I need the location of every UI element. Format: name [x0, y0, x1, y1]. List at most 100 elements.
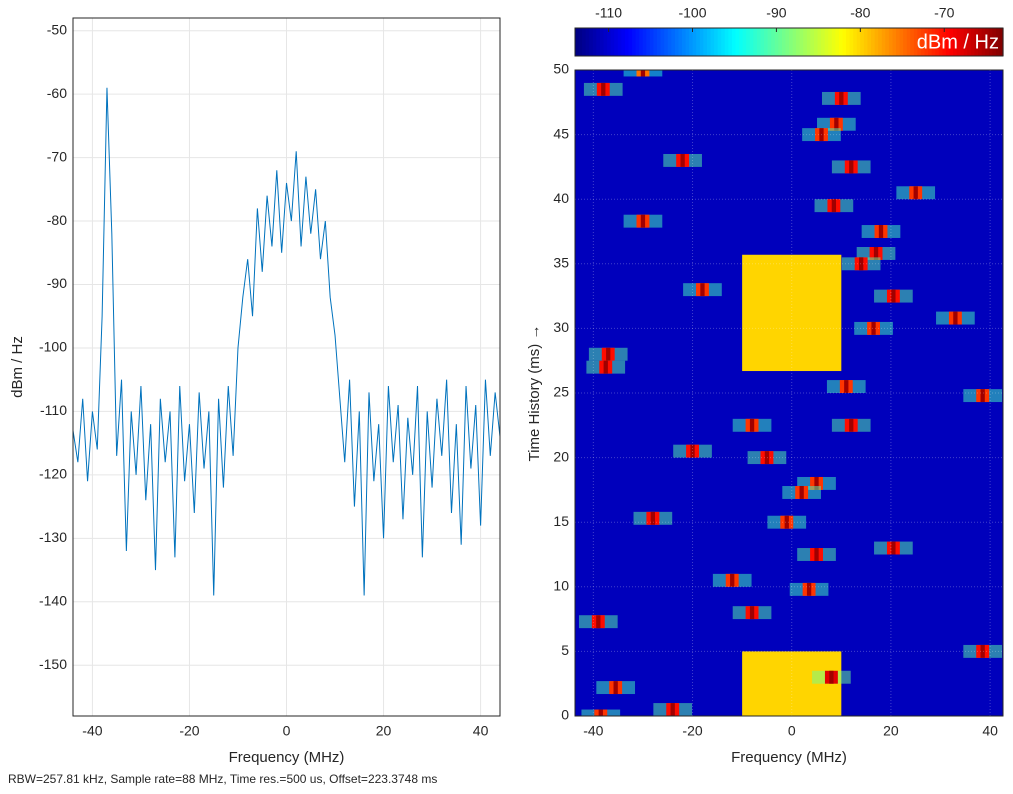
colorbar-cell [617, 28, 622, 56]
colorbar-cell [699, 28, 704, 56]
y-axis-label: dBm / Hz [9, 336, 26, 398]
colorbar-cell [678, 28, 683, 56]
y-tick-label: 20 [553, 448, 569, 464]
colorbar-cell [657, 28, 662, 56]
y-tick-label: 25 [553, 384, 569, 400]
colorbar-cell [785, 28, 790, 56]
axes-box [72, 17, 501, 717]
burst-core [613, 681, 618, 695]
colorbar-cell [771, 28, 776, 56]
burst-core [980, 389, 985, 403]
colorbar-cell [760, 28, 765, 56]
x-tick-label: 0 [788, 723, 796, 739]
y-tick-label: -140 [39, 592, 67, 608]
colorbar-cell [614, 28, 619, 56]
colorbar-box [574, 27, 1004, 57]
heatmap [578, 70, 1003, 716]
colorbar-cell [667, 28, 672, 56]
colorbar-cell [649, 28, 655, 56]
burst-core [764, 451, 770, 465]
x-tick-label: 20 [883, 723, 899, 739]
y-tick-label: -100 [39, 339, 67, 355]
colorbar-cell [803, 28, 808, 56]
burst-core [834, 117, 839, 131]
burst-core [829, 670, 834, 684]
colorbar-cell [928, 28, 933, 56]
burst-core [650, 511, 656, 525]
colorbar-cell [671, 28, 676, 56]
colorbar-cell [963, 28, 968, 56]
colorbar-cell [578, 28, 583, 56]
colorbar-cell [992, 28, 997, 56]
burst-core [980, 644, 985, 658]
colorbar-cell [831, 28, 836, 56]
signal-block [742, 254, 842, 372]
burst-core [913, 186, 918, 200]
colorbar-cell [575, 28, 580, 56]
burst-core [878, 225, 884, 238]
burst-core [849, 418, 854, 432]
colorbar-label: dBm / Hz [917, 31, 999, 53]
colorbar-cell [764, 28, 769, 56]
colorbar-tick-label: -70 [934, 5, 954, 21]
y-tick-label: 35 [553, 255, 569, 271]
colorbar-cell [731, 28, 737, 56]
colorbar-cell [735, 28, 740, 56]
y-tick-label: -90 [47, 275, 67, 291]
colorbar-cell [846, 28, 851, 56]
colorbar-cell [746, 28, 751, 56]
colorbar-cell [881, 28, 886, 56]
noise-floor [575, 70, 1003, 716]
x-tick-label: 20 [376, 723, 392, 739]
burst-core [784, 515, 789, 529]
y-axis-label: Time History (ms) → [526, 325, 543, 462]
burst-core [640, 70, 646, 77]
axes-box [574, 69, 1004, 717]
y-tick-label: -50 [47, 21, 67, 37]
burst-core [831, 199, 837, 213]
colorbar-cell [646, 28, 651, 56]
colorbar-cell [753, 28, 758, 56]
colorbar-cell [913, 28, 918, 56]
colorbar-cell [917, 28, 922, 56]
colorbar-cell [596, 28, 601, 56]
colorbar-cell [995, 28, 1001, 56]
burst-core [814, 548, 819, 561]
colorbar-cell [931, 28, 936, 56]
colorbar-cell [685, 28, 690, 56]
burst-core [596, 615, 601, 629]
burst-core [953, 311, 958, 325]
burst-core [819, 128, 824, 142]
y-tick-label: -150 [39, 656, 67, 672]
colorbar-cell [974, 28, 979, 56]
burst-core [700, 283, 705, 297]
burst-core [749, 606, 755, 620]
colorbar-cell [710, 28, 715, 56]
colorbar-tick-label: -80 [850, 5, 870, 21]
colorbar-cell [610, 28, 615, 56]
spectrum-line [73, 87, 500, 596]
y-tick-label: -130 [39, 529, 67, 545]
colorbar-cell [796, 28, 801, 56]
colorbar-cell [978, 28, 983, 56]
colorbar-cell [981, 28, 986, 56]
colorbar-cell [639, 28, 644, 56]
burst-core [891, 541, 896, 555]
burst-core [640, 214, 646, 228]
burst-core [598, 709, 603, 716]
colorbar-cell [689, 28, 694, 56]
colorbar-cell [703, 28, 708, 56]
colorbar-cell [624, 28, 630, 56]
colorbar-cell [706, 28, 712, 56]
colorbar-cell [817, 28, 822, 56]
colorbar-cell [835, 28, 840, 56]
colorbar-cell [721, 28, 726, 56]
colorbar-cell [585, 28, 590, 56]
burst-core [871, 321, 876, 335]
colorbar-cell [988, 28, 993, 56]
colorbar-cell [878, 28, 883, 56]
y-tick-label: 50 [553, 61, 569, 77]
x-tick-label: 40 [473, 723, 489, 739]
colorbar-cell [867, 28, 872, 56]
